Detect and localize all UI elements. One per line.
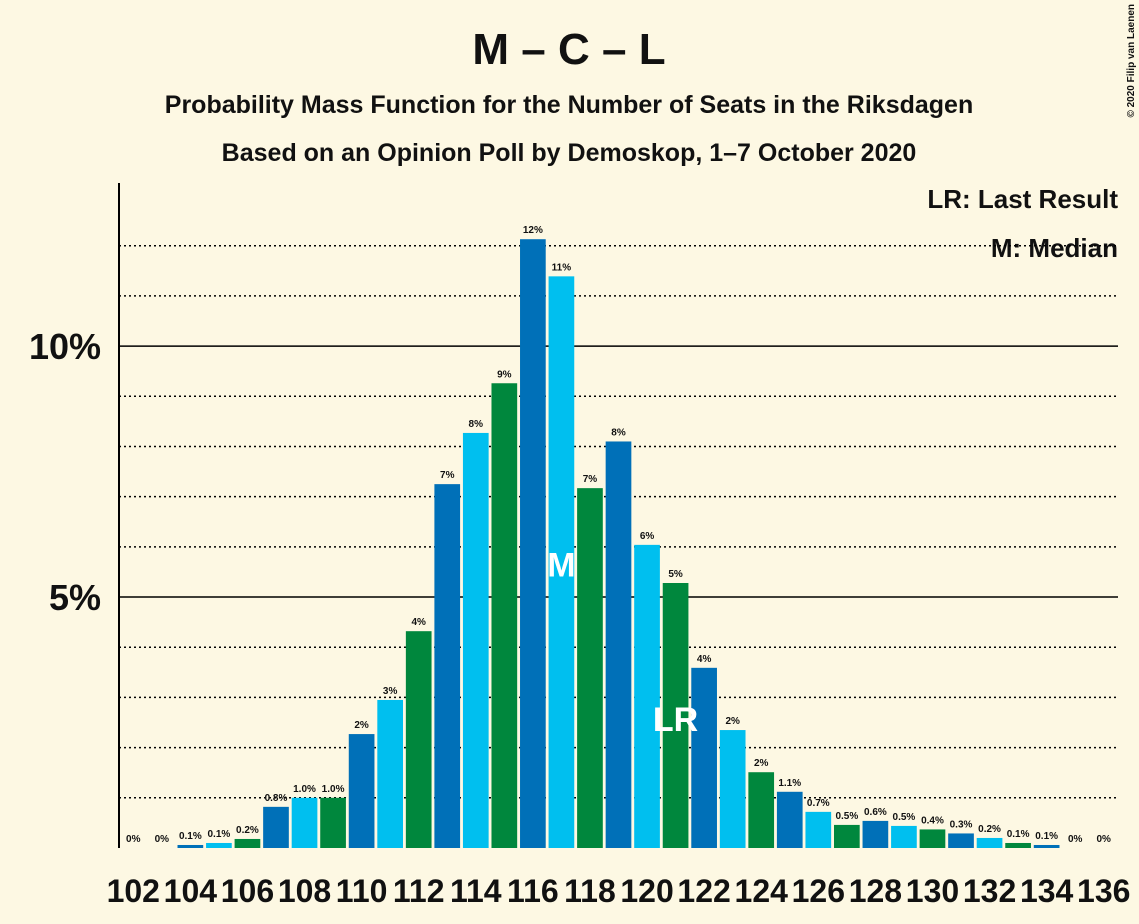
bar (548, 276, 575, 848)
bar (891, 825, 917, 848)
x-tick-label: 132 (963, 873, 1016, 909)
value-label: 4% (411, 617, 426, 628)
value-label: 1.1% (778, 778, 801, 789)
value-label: 4% (697, 654, 712, 665)
value-label: 0.2% (978, 824, 1001, 835)
value-label: 0.5% (893, 812, 916, 823)
bar (833, 824, 860, 848)
value-label: 8% (469, 419, 484, 430)
value-label: 9% (497, 369, 512, 380)
value-label: 3% (383, 686, 398, 697)
bar (748, 772, 775, 848)
value-label: 11% (552, 262, 572, 273)
value-label: 7% (583, 474, 598, 485)
value-label: 0.2% (236, 825, 259, 836)
annotation: M (547, 546, 575, 584)
x-tick-label: 122 (677, 873, 730, 909)
value-label: 0% (1068, 834, 1083, 845)
x-tick-label: 126 (792, 873, 845, 909)
x-tick-label: 120 (620, 873, 673, 909)
value-label: 1.0% (322, 784, 345, 795)
value-label: 8% (611, 427, 626, 438)
y-tick-label: 5% (49, 577, 101, 618)
bar (377, 699, 404, 848)
x-tick-label: 104 (164, 873, 218, 909)
bar (206, 842, 232, 848)
y-tick-label: 10% (29, 326, 101, 367)
x-tick-label: 114 (450, 873, 502, 909)
x-tick-label: 110 (336, 873, 388, 909)
value-label: 0.7% (807, 798, 830, 809)
value-label: 0.8% (265, 793, 288, 804)
x-tick-label: 112 (393, 873, 445, 909)
bar (263, 806, 289, 848)
value-label: 0% (126, 834, 141, 845)
value-label: 0.4% (921, 815, 944, 826)
annotation: LR (653, 701, 698, 739)
value-label: 2% (754, 758, 769, 769)
bar (491, 383, 518, 848)
bar (605, 441, 632, 848)
x-tick-label: 102 (107, 873, 160, 909)
bar (976, 837, 1003, 848)
bar (320, 797, 346, 848)
value-label: 0% (155, 834, 170, 845)
bar (919, 829, 946, 848)
value-label: 12% (523, 225, 543, 236)
legend-entry: M: Median (991, 233, 1118, 263)
bar (1005, 842, 1031, 848)
chart-title: M – C – L (472, 25, 665, 74)
bar (662, 583, 689, 848)
value-label: 0.1% (179, 831, 202, 842)
value-label: 0.1% (208, 829, 231, 840)
x-tick-label: 130 (906, 873, 959, 909)
value-label: 0% (1097, 834, 1112, 845)
value-label: 2% (725, 716, 740, 727)
chart-subtitle: Probability Mass Function for the Number… (165, 91, 973, 119)
x-tick-label: 116 (507, 873, 559, 909)
bar (1033, 844, 1060, 848)
value-label: 0.6% (864, 807, 887, 818)
bar (805, 811, 832, 848)
value-label: 0.1% (1007, 829, 1030, 840)
value-label: 6% (640, 531, 655, 542)
copyright: © 2020 Filip van Laenen (1126, 4, 1137, 118)
chart-subtitle: Based on an Opinion Poll by Demoskop, 1–… (222, 139, 917, 167)
legend-entry: LR: Last Result (927, 184, 1118, 214)
bar (577, 488, 603, 848)
bar (520, 239, 546, 849)
bar (291, 797, 318, 848)
value-label: 2% (354, 720, 369, 731)
value-label: 0.3% (950, 819, 973, 830)
value-label: 1.0% (293, 784, 316, 795)
x-tick-label: 124 (735, 873, 789, 909)
x-tick-label: 136 (1077, 873, 1130, 909)
x-tick-label: 108 (278, 873, 331, 909)
bar (691, 667, 717, 848)
bar (348, 734, 375, 848)
bar (719, 730, 746, 848)
x-tick-label: 128 (849, 873, 902, 909)
bar (776, 791, 803, 848)
bar (862, 820, 889, 848)
value-label: 0.1% (1035, 831, 1058, 842)
x-tick-label: 118 (564, 873, 616, 909)
x-tick-label: 106 (221, 873, 274, 909)
x-tick-label: 134 (1020, 873, 1074, 909)
bar (405, 631, 432, 848)
value-label: 7% (440, 470, 455, 481)
bar (434, 484, 461, 848)
bar (462, 432, 489, 848)
bar (234, 838, 261, 848)
value-label: 0.5% (835, 811, 858, 822)
bar (634, 544, 660, 848)
bar (948, 833, 974, 848)
value-label: 5% (668, 569, 683, 580)
bar (177, 844, 204, 848)
